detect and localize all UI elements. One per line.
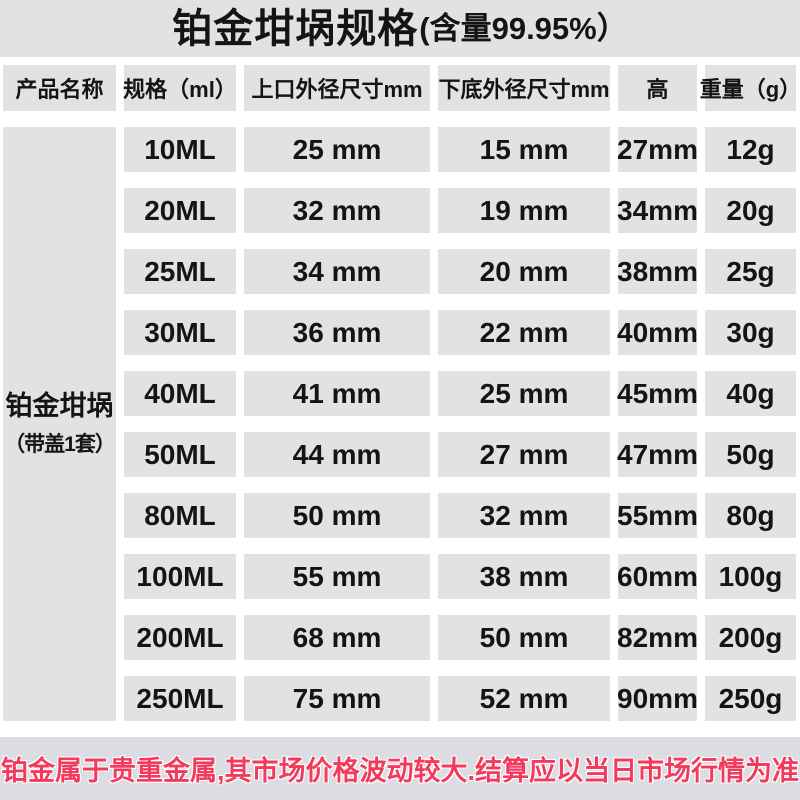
footer-notice: 铂金属于贵重金属,其市场价格波动较大.结算应以当日市场行情为准	[0, 737, 800, 800]
cell-weight: 50g	[705, 432, 796, 477]
cell-spec: 10ML	[124, 127, 236, 172]
cell-spec: 30ML	[124, 310, 236, 355]
cell-spec: 20ML	[124, 188, 236, 233]
cell-top_diameter: 34 mm	[244, 249, 430, 294]
product-lid-note: （带盖1套）	[4, 433, 116, 456]
cell-top_diameter: 50 mm	[244, 493, 430, 538]
cell-spec: 40ML	[124, 371, 236, 416]
cell-height: 60mm	[617, 554, 698, 599]
cell-weight: 20g	[705, 188, 796, 233]
cell-bottom_diameter: 19 mm	[438, 188, 610, 233]
cell-spec: 25ML	[124, 249, 236, 294]
cell-top_diameter: 25 mm	[244, 127, 430, 172]
cell-weight: 40g	[705, 371, 796, 416]
cell-height: 45mm	[617, 371, 698, 416]
cell-bottom_diameter: 38 mm	[438, 554, 610, 599]
cell-top_diameter: 75 mm	[244, 676, 430, 721]
cell-weight: 200g	[705, 615, 796, 660]
cell-bottom_diameter: 32 mm	[438, 493, 610, 538]
cell-weight: 30g	[705, 310, 796, 355]
page-title: 铂金坩埚规格	[172, 6, 419, 51]
cell-height: 47mm	[617, 432, 698, 477]
cell-bottom_diameter: 20 mm	[438, 249, 610, 294]
column-header: 下底外径尺寸mm	[438, 65, 610, 111]
cell-height: 34mm	[617, 188, 698, 233]
column-header: 重量（g）	[700, 65, 800, 111]
cell-height: 55mm	[617, 493, 698, 538]
cell-weight: 100g	[705, 554, 796, 599]
cell-bottom_diameter: 52 mm	[438, 676, 610, 721]
cell-height: 90mm	[617, 676, 698, 721]
cell-bottom_diameter: 22 mm	[438, 310, 610, 355]
cell-weight: 25g	[705, 249, 796, 294]
title-bar: 铂金坩埚规格 (含量99.95%）	[0, 0, 800, 57]
cell-spec: 250ML	[124, 676, 236, 721]
cell-top_diameter: 55 mm	[244, 554, 430, 599]
cell-spec: 100ML	[124, 554, 236, 599]
cell-top_diameter: 41 mm	[244, 371, 430, 416]
price-disclaimer-text: 铂金属于贵重金属,其市场价格波动较大.结算应以当日市场行情为准	[0, 756, 799, 786]
column-header: 高	[618, 65, 697, 111]
page-title-purity: (含量99.95%）	[419, 11, 628, 46]
column-header: 规格（ml）	[123, 65, 237, 111]
cell-bottom_diameter: 15 mm	[438, 127, 610, 172]
cell-spec: 200ML	[124, 615, 236, 660]
cell-weight: 250g	[705, 676, 796, 721]
cell-spec: 50ML	[124, 432, 236, 477]
cell-spec: 80ML	[124, 493, 236, 538]
cell-weight: 80g	[705, 493, 796, 538]
cell-top_diameter: 44 mm	[244, 432, 430, 477]
column-header: 产品名称	[3, 65, 116, 111]
cell-top_diameter: 32 mm	[244, 188, 430, 233]
cell-top_diameter: 36 mm	[244, 310, 430, 355]
spec-table: 铂金坩埚 （带盖1套） 产品名称 规格（ml） 上口外径尺寸mm 下底外径尺寸mm 高重…	[3, 65, 800, 721]
cell-height: 82mm	[617, 615, 698, 660]
cell-bottom_diameter: 25 mm	[438, 371, 610, 416]
product-name-cell: 铂金坩埚 （带盖1套）	[3, 127, 116, 721]
cell-height: 38mm	[617, 249, 698, 294]
cell-top_diameter: 68 mm	[244, 615, 430, 660]
cell-height: 27mm	[617, 127, 698, 172]
cell-bottom_diameter: 50 mm	[438, 615, 610, 660]
product-name: 铂金坩埚	[5, 391, 114, 421]
column-header: 上口外径尺寸mm	[244, 65, 430, 111]
cell-height: 40mm	[617, 310, 698, 355]
cell-weight: 12g	[705, 127, 796, 172]
cell-bottom_diameter: 27 mm	[438, 432, 610, 477]
